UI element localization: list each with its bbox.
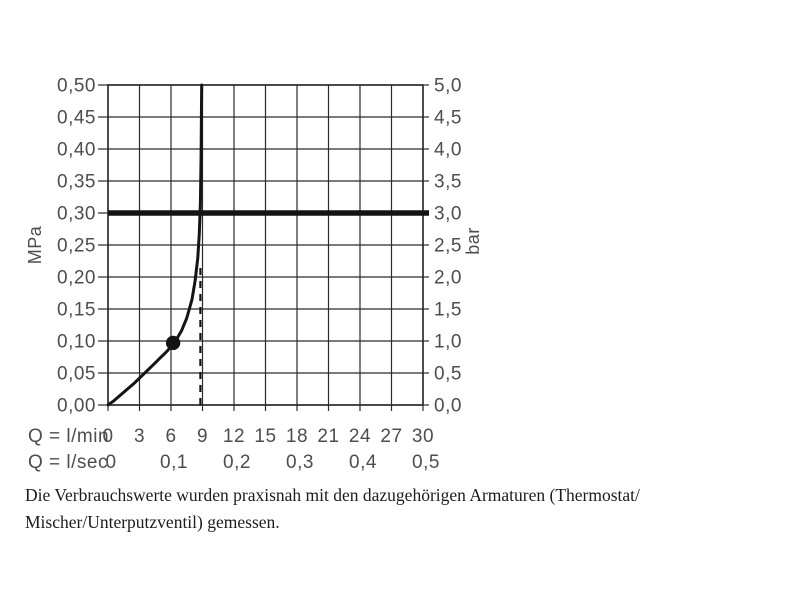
x-lmin-tick-label: 21 [317,426,339,447]
caption-line-1: Die Verbrauchswerte wurden praxisnah mit… [25,485,640,505]
x-lsec-tick-label: 0,4 [349,452,377,473]
x-lsec-tick-label: 0,1 [160,452,188,473]
y-right-tick-label: 2,5 [434,236,462,257]
curve-marker-dot [165,335,181,351]
plot-border [107,84,424,406]
x-lmin-tick-label: 18 [286,426,308,447]
y-left-tick-label: 0,15 [57,300,96,321]
y-right-tick-label: 2,0 [434,268,462,289]
x-lsec-tick-label: 0,2 [223,452,251,473]
y-right-tick-label: 4,0 [434,140,462,161]
x-lmin-tick-label: 15 [254,426,276,447]
x-axis-label-lsec: Q = l/sec [28,452,108,473]
y-right-unit-bar: bar [463,227,483,255]
y-right-tick-label: 3,0 [434,204,462,225]
x-lmin-tick-label: 12 [223,426,245,447]
x-lmin-tick-label: 24 [349,426,371,447]
x-lsec-tick-label: 0 [105,452,116,473]
y-right-tick-label: 5,0 [434,76,462,97]
grid-lines [98,84,429,411]
y-right-tick-label: 0,5 [434,364,462,385]
y-left-tick-label: 0,50 [57,76,96,97]
flow-curve [106,83,204,407]
y-right-tick-label: 1,0 [434,332,462,353]
flow-pressure-chart: 0,00 0,05 0,10 0,15 0,20 0,25 0,30 0,35 0,40 0,45… [25,76,483,474]
x-lsec-tick-label: 0,3 [286,452,314,473]
y-right-tick-label: 4,5 [434,108,462,129]
x-lmin-tick-label: 0 [102,426,113,447]
x-lmin-tick-label: 3 [134,426,145,447]
y-left-tick-label: 0,10 [57,332,96,353]
y-left-tick-label: 0,40 [57,140,96,161]
y-left-tick-label: 0,45 [57,108,96,129]
y-left-tick-label: 0,35 [57,172,96,193]
x-lmin-tick-label: 30 [412,426,434,447]
x-lsec-tick-label: 0,5 [412,452,440,473]
y-right-tick-label: 1,5 [434,300,462,321]
y-left-tick-label: 0,05 [57,364,96,385]
caption: Die Verbrauchswerte wurden praxisnah mit… [25,482,755,536]
x-axis-label-lmin: Q = l/min [28,426,109,447]
y-right-tick-label: 3,5 [434,172,462,193]
y-right-tick-label: 0,0 [434,396,462,417]
caption-line-2: Mischer/Unterputzventil) gemessen. [25,512,280,532]
y-left-tick-label: 0,30 [57,204,96,225]
y-left-tick-label: 0,25 [57,236,96,257]
x-lmin-tick-label: 9 [197,426,208,447]
y-left-tick-label: 0,20 [57,268,96,289]
y-left-unit-mpa: MPa [25,225,45,264]
flow-pressure-diagram: 0,000,050,100,150,200,250,300,350,400,45… [25,76,483,474]
x-lmin-tick-label: 6 [165,426,176,447]
x-lmin-tick-label: 27 [380,426,402,447]
y-left-tick-label: 0,00 [57,396,96,417]
